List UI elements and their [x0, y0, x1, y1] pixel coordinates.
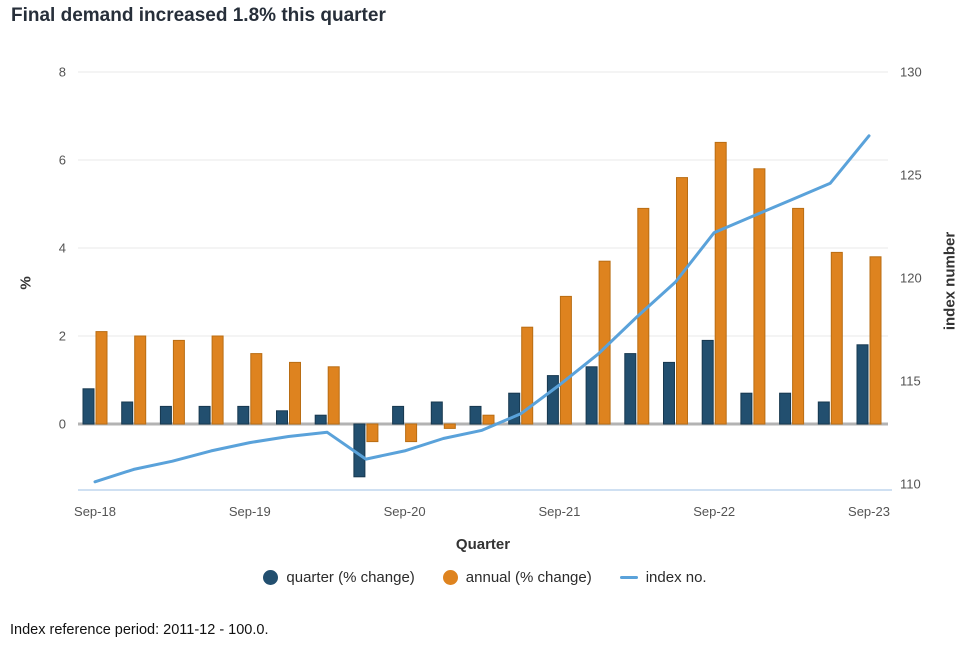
bar-quarter-Jun-22[interactable] [663, 361, 675, 425]
x-axis-tick: Sep-20 [384, 504, 426, 519]
y-axis-tick-left: 4 [59, 241, 66, 256]
bar-quarter-Sep-23[interactable] [856, 344, 869, 425]
x-axis-title: Quarter [455, 536, 511, 553]
x-axis-tick: Sep-23 [848, 504, 890, 519]
bar-quarter-Dec-21[interactable] [585, 366, 598, 425]
bar-quarter-Mar-22[interactable] [624, 353, 637, 425]
bar-quarter-Sep-21[interactable] [546, 375, 559, 425]
legend-label: index no. [645, 569, 707, 586]
legend-line-marker [619, 576, 638, 579]
bar-quarter-Jun-21[interactable] [508, 392, 521, 425]
bar-annual-Sep-22[interactable] [714, 141, 727, 425]
legend-dot-marker [263, 570, 279, 585]
legend-label: quarter (% change) [286, 569, 415, 586]
bar-annual-Mar-23[interactable] [792, 207, 805, 425]
bar-annual-Sep-19[interactable] [250, 353, 263, 425]
x-axis-tick: Sep-21 [538, 504, 580, 519]
index-reference-note: Index reference period: 2011-12 - 100.0. [10, 622, 269, 638]
y-axis-tick-right: 125 [900, 167, 922, 182]
bar-annual-Jun-20[interactable] [366, 423, 379, 443]
bar-quarter-Mar-23[interactable] [779, 392, 792, 425]
y-axis-tick-left: 2 [59, 329, 66, 344]
bar-quarter-Sep-18[interactable] [82, 388, 95, 425]
bar-quarter-Dec-20[interactable] [430, 401, 443, 425]
bar-quarter-Sep-19[interactable] [237, 405, 250, 425]
legend-item-index-no[interactable]: index no. [619, 569, 707, 586]
bar-annual-Jun-19[interactable] [211, 335, 224, 425]
legend-item-quarter[interactable]: quarter (% change) [263, 569, 415, 586]
y-axis-tick-right: 110 [900, 476, 921, 491]
chart-title: Final demand increased 1.8% this quarter [11, 5, 386, 26]
legend-label: annual (% change) [465, 569, 592, 586]
bar-annual-Mar-20[interactable] [327, 366, 340, 425]
bar-quarter-Sep-22[interactable] [701, 339, 714, 425]
legend-item-annual[interactable]: annual (% change) [442, 569, 592, 586]
x-axis-tick: Sep-18 [74, 504, 116, 519]
bar-quarter-Mar-20[interactable] [314, 414, 327, 425]
bar-annual-Sep-20[interactable] [405, 423, 418, 443]
bar-quarter-Mar-19[interactable] [159, 405, 172, 425]
legend: quarter (% change) annual (% change) index… [0, 569, 970, 586]
x-axis-tick: Sep-22 [693, 504, 735, 519]
bar-quarter-Jun-23[interactable] [817, 401, 830, 425]
y-axis-tick-left: 6 [59, 153, 66, 168]
y-axis-tick-left: 8 [59, 65, 66, 80]
bar-quarter-Dec-19[interactable] [276, 410, 288, 425]
bar-annual-Sep-21[interactable] [559, 295, 572, 425]
y-axis-tick-right: 115 [900, 373, 921, 388]
bar-quarter-Dec-18[interactable] [121, 401, 134, 425]
bar-annual-Mar-19[interactable] [172, 339, 185, 425]
index-line[interactable] [93, 134, 871, 484]
y-axis-tick-right: 120 [900, 270, 922, 285]
y-axis-tick-left: 0 [59, 417, 66, 432]
x-axis-tick: Sep-19 [229, 504, 271, 519]
bar-quarter-Jun-19[interactable] [198, 405, 211, 425]
bar-annual-Jun-23[interactable] [830, 251, 843, 425]
legend-dot-marker [442, 570, 458, 585]
bar-annual-Dec-20[interactable] [443, 423, 456, 429]
y-axis-tick-right: 130 [900, 65, 922, 80]
right-axis-title: index number [941, 231, 959, 331]
bar-annual-Dec-19[interactable] [289, 361, 301, 425]
left-axis-title: % [17, 276, 35, 290]
bar-annual-Dec-22[interactable] [753, 168, 766, 425]
bar-quarter-Sep-20[interactable] [392, 405, 405, 425]
bar-quarter-Mar-21[interactable] [469, 405, 482, 425]
bar-annual-Sep-18[interactable] [95, 331, 108, 425]
bar-quarter-Dec-22[interactable] [740, 392, 753, 425]
bar-annual-Dec-18[interactable] [134, 335, 147, 425]
bar-annual-Jun-21[interactable] [521, 326, 534, 425]
bar-annual-Jun-22[interactable] [676, 177, 688, 425]
bar-annual-Mar-21[interactable] [482, 414, 495, 425]
bar-annual-Sep-23[interactable] [869, 256, 882, 425]
